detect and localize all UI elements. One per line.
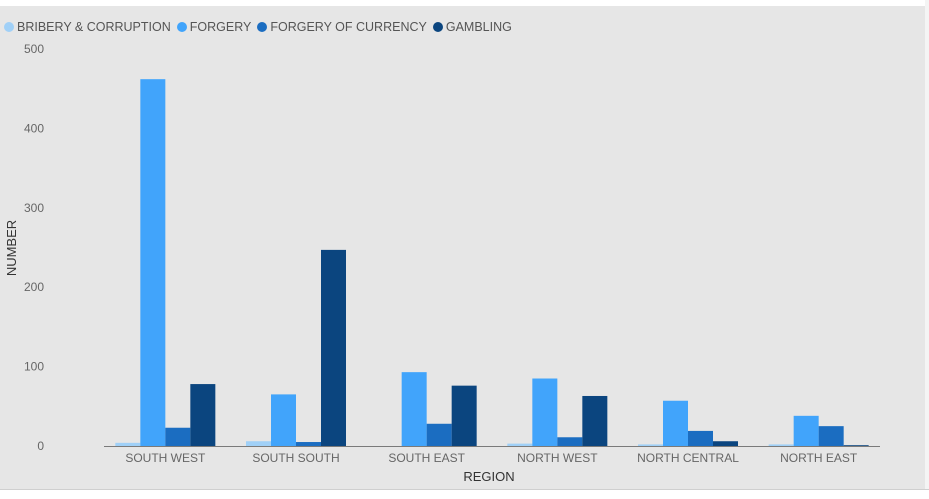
bar[interactable] bbox=[246, 441, 271, 446]
y-tick-label: 500 bbox=[24, 42, 44, 56]
x-axis: SOUTH WEST SOUTH SOUTH SOUTH EAST NORTH WES… bbox=[125, 451, 858, 465]
legend-label: BRIBERY & CORRUPTION bbox=[17, 20, 171, 34]
bar[interactable] bbox=[401, 372, 427, 446]
x-tick-label: SOUTH EAST bbox=[388, 451, 465, 465]
bottom-strip bbox=[0, 489, 929, 499]
y-axis: 0 100 200 300 400 500 bbox=[24, 42, 44, 453]
x-tick-label: NORTH WEST bbox=[517, 451, 598, 465]
legend-item-forgery[interactable]: FORGERY bbox=[176, 20, 252, 34]
bars bbox=[115, 79, 869, 446]
right-edge bbox=[925, 0, 929, 498]
y-tick-label: 0 bbox=[37, 439, 44, 453]
bar[interactable] bbox=[818, 426, 844, 446]
bar[interactable] bbox=[663, 400, 688, 446]
legend-dot-icon bbox=[432, 22, 443, 32]
top-strip bbox=[0, 0, 929, 6]
x-tick-label: NORTH EAST bbox=[780, 451, 858, 465]
x-tick-label: SOUTH SOUTH bbox=[252, 451, 339, 465]
legend-dot-icon bbox=[176, 22, 187, 32]
legend-dot-icon bbox=[257, 22, 268, 32]
bar[interactable] bbox=[190, 384, 216, 446]
bar[interactable] bbox=[843, 445, 869, 446]
bar[interactable] bbox=[713, 441, 738, 446]
bar[interactable] bbox=[451, 385, 477, 446]
y-tick-label: 400 bbox=[24, 121, 44, 135]
y-tick-label: 200 bbox=[24, 280, 44, 294]
bar[interactable] bbox=[688, 430, 713, 446]
x-tick-label: SOUTH WEST bbox=[125, 451, 206, 465]
bar[interactable] bbox=[582, 395, 608, 446]
legend-label: GAMBLING bbox=[445, 20, 512, 34]
x-axis-title: REGION bbox=[463, 469, 514, 484]
bar[interactable] bbox=[507, 443, 533, 446]
bar[interactable] bbox=[165, 427, 191, 446]
bar[interactable] bbox=[321, 249, 346, 446]
bar[interactable] bbox=[426, 423, 452, 446]
legend-item-bribery[interactable]: BRIBERY & CORRUPTION bbox=[4, 20, 171, 34]
legend-label: FORGERY bbox=[189, 20, 252, 34]
bar[interactable] bbox=[115, 442, 141, 446]
y-tick-label: 300 bbox=[24, 201, 44, 215]
bar[interactable] bbox=[768, 444, 794, 446]
y-axis-title: NUMBER bbox=[4, 220, 19, 276]
legend-label: FORGERY OF CURRENCY bbox=[270, 20, 427, 34]
bar[interactable] bbox=[638, 444, 663, 446]
x-tick-label: NORTH CENTRAL bbox=[637, 451, 739, 465]
bar[interactable] bbox=[271, 394, 296, 446]
legend-dot-icon bbox=[4, 22, 14, 32]
legend-item-forgery-of-currency[interactable]: FORGERY OF CURRENCY bbox=[257, 20, 427, 34]
legend-item-gambling[interactable]: GAMBLING bbox=[432, 20, 512, 34]
bar[interactable] bbox=[557, 437, 583, 446]
bar[interactable] bbox=[532, 378, 558, 446]
bar[interactable] bbox=[793, 415, 819, 446]
y-tick-label: 100 bbox=[24, 360, 44, 374]
bar[interactable] bbox=[140, 79, 166, 446]
chart-legend[interactable]: BRIBERY & CORRUPTION FORGERY FORGERY OF … bbox=[4, 18, 512, 36]
bar[interactable] bbox=[296, 442, 321, 446]
